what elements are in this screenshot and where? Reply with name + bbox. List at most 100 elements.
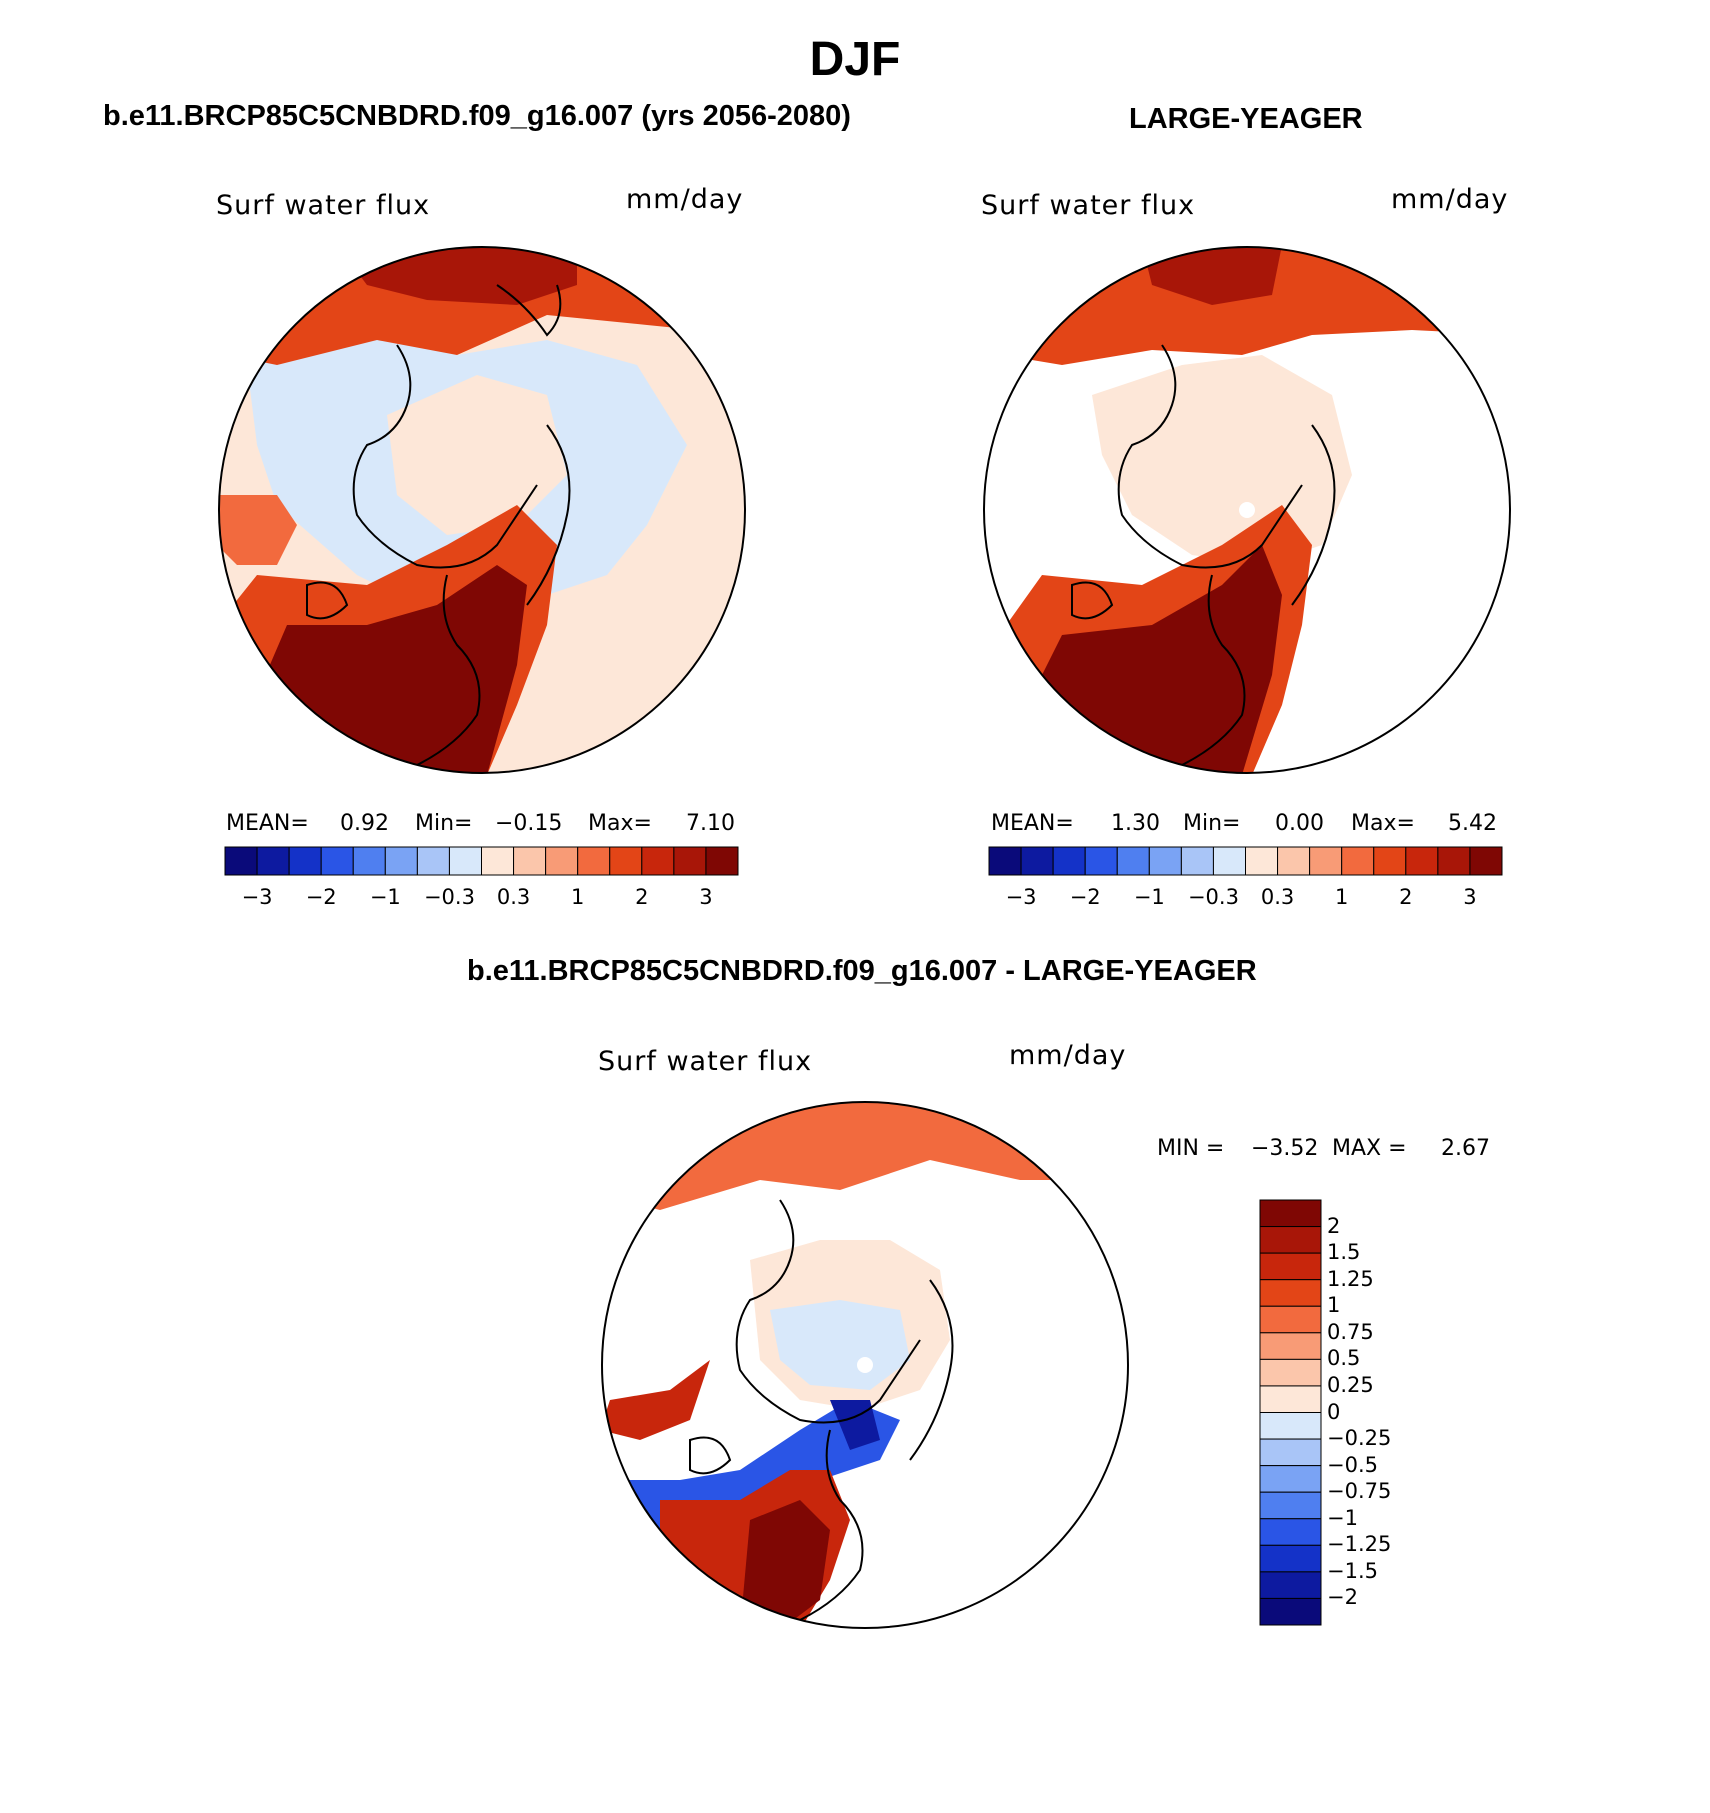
diff-colorbar-tick-label: −0.25: [1327, 1426, 1392, 1451]
right-colorbar-swatch: [1437, 846, 1471, 876]
left-max-value: 7.10: [686, 811, 735, 836]
coastline: [735, 1199, 921, 1424]
left-polar-map: [218, 246, 746, 774]
diff-colorbar-swatch: [1259, 1199, 1322, 1228]
coastline: [799, 1429, 864, 1621]
arctic-pale-region: [387, 375, 567, 535]
diff-panel-heading: b.e11.BRCP85C5CNBDRD.f09_g16.007 - LARGE…: [467, 955, 1257, 987]
left-panel-heading: b.e11.BRCP85C5CNBDRD.f09_g16.007 (yrs 20…: [103, 100, 851, 132]
left-colorbar-tick-label: −1: [369, 885, 401, 909]
diff-colorbar-swatch: [1259, 1279, 1322, 1307]
left-colorbar: [224, 846, 739, 876]
diff-min-label: MIN =: [1157, 1136, 1225, 1161]
left-colorbar-swatch: [481, 846, 515, 876]
atlantic-darkred-patch: [740, 1500, 830, 1628]
right-colorbar-tick-label: −2: [1069, 885, 1101, 909]
map-border: [983, 246, 1511, 774]
left-colorbar-tick-label: −3: [241, 885, 273, 909]
diff-colorbar-tick-label: 0.5: [1327, 1346, 1361, 1371]
map-border: [601, 1101, 1129, 1629]
diff-colorbar-tick-label: 0.75: [1327, 1319, 1374, 1344]
map-border: [218, 246, 746, 774]
right-colorbar-swatch: [1052, 846, 1086, 876]
right-colorbar-tick-label: 0.3: [1260, 885, 1295, 909]
right-mean-value: 1.30: [1111, 811, 1160, 836]
left-units-label: mm/day: [626, 184, 744, 215]
diff-colorbar-tick-label: −1: [1327, 1505, 1358, 1530]
right-colorbar-swatch: [1277, 846, 1311, 876]
right-mean-label: MEAN=: [991, 811, 1074, 836]
diff-colorbar: [1259, 1199, 1322, 1626]
diff-colorbar-swatch: [1259, 1412, 1322, 1440]
right-colorbar-swatch: [1180, 846, 1214, 876]
right-colorbar-swatch: [1084, 846, 1118, 876]
right-colorbar-tick-label: 1: [1335, 885, 1349, 909]
diff-colorbar-swatch: [1259, 1491, 1322, 1520]
figure-title: DJF: [809, 33, 901, 86]
diff-colorbar-swatch: [1259, 1305, 1322, 1334]
coastline: [1071, 581, 1114, 620]
diff-colorbar-swatch: [1259, 1544, 1322, 1573]
right-colorbar-swatch: [1341, 846, 1375, 876]
left-colorbar-swatch: [577, 846, 611, 876]
diff-colorbar-tick-label: 1.5: [1327, 1240, 1361, 1265]
right-units-label: mm/day: [1391, 184, 1509, 215]
pole-hole: [857, 1357, 873, 1373]
diff-colorbar-swatch: [1259, 1252, 1322, 1281]
left-colorbar-swatch: [256, 846, 290, 876]
left-colorbar-swatch: [352, 846, 386, 876]
left-mean-value: 0.92: [340, 811, 389, 836]
hudson-red-region: [219, 495, 297, 565]
coastline: [416, 574, 481, 766]
right-panel-heading: LARGE-YEAGER: [1129, 103, 1363, 135]
right-polar-map: [983, 246, 1511, 774]
left-variable-label: Surf water flux: [216, 190, 431, 221]
right-colorbar-swatch: [1020, 846, 1054, 876]
diff-colorbar-swatch: [1259, 1571, 1322, 1599]
left-colorbar-swatch: [545, 846, 579, 876]
left-colorbar-swatch: [705, 846, 739, 876]
left-colorbar-swatch: [224, 846, 258, 876]
diff-colorbar-swatch: [1259, 1518, 1322, 1546]
coastline: [526, 424, 571, 606]
right-min-label: Min=: [1183, 811, 1241, 836]
right-colorbar-swatch: [1309, 846, 1343, 876]
left-colorbar-tick-label: −2: [305, 885, 337, 909]
right-colorbar-tick-label: 2: [1399, 885, 1413, 909]
left-mean-label: MEAN=: [226, 811, 309, 836]
diff-colorbar-tick-label: 2: [1327, 1213, 1341, 1238]
left-colorbar-tick-label: 2: [635, 885, 649, 909]
north-darkred-patch: [1142, 247, 1282, 305]
right-colorbar-swatch: [1212, 846, 1246, 876]
coastline: [352, 344, 538, 569]
diff-min-value: −3.52: [1251, 1136, 1319, 1161]
diff-colorbar-tick-label: −1.25: [1327, 1532, 1392, 1557]
diff-colorbar-tick-label: 0.25: [1327, 1372, 1374, 1397]
coastline: [496, 284, 562, 337]
right-colorbar: [988, 846, 1503, 876]
left-colorbar-swatch: [384, 846, 418, 876]
left-min-label: Min=: [415, 811, 473, 836]
right-colorbar-tick-label: −3: [1005, 885, 1037, 909]
left-colorbar-swatch: [448, 846, 482, 876]
diff-variable-label: Surf water flux: [598, 1046, 813, 1077]
coastline: [306, 581, 349, 620]
left-colorbar-swatch: [320, 846, 354, 876]
coastline: [1291, 424, 1336, 606]
diff-colorbar-tick-label: 0: [1327, 1399, 1341, 1424]
atlantic-darkblue-patch: [830, 1400, 880, 1450]
diff-colorbar-swatch: [1259, 1385, 1322, 1413]
right-colorbar-swatch: [1405, 846, 1439, 876]
coastline: [1181, 574, 1246, 766]
atlantic-darkred-region: [1032, 545, 1282, 773]
left-colorbar-swatch: [513, 846, 547, 876]
diff-colorbar-swatch: [1259, 1332, 1322, 1360]
left-colorbar-swatch: [641, 846, 675, 876]
diff-colorbar-swatch: [1259, 1226, 1322, 1254]
greenland-sea-red: [602, 1360, 710, 1440]
right-colorbar-swatch: [1469, 846, 1503, 876]
right-min-value: 0.00: [1275, 811, 1324, 836]
left-colorbar-swatch: [416, 846, 450, 876]
diff-units-label: mm/day: [1009, 1040, 1127, 1071]
left-min-value: −0.15: [495, 811, 563, 836]
